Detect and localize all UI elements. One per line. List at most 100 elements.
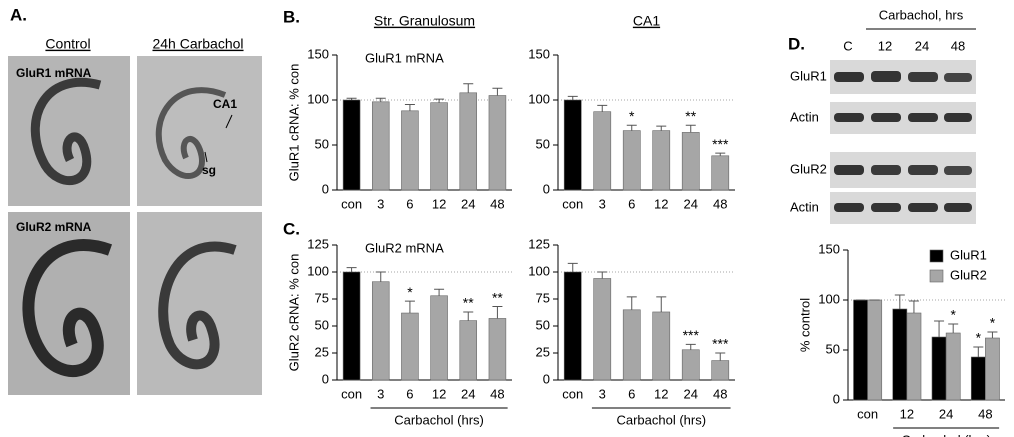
x-tick-label: 12 <box>654 196 668 211</box>
chart-title: CA1 <box>633 13 660 29</box>
bar <box>563 271 582 381</box>
x-tick-label: 48 <box>490 196 504 211</box>
x-tick-label: 3 <box>377 196 384 211</box>
x-tick-label: con <box>562 196 583 211</box>
error-bar <box>346 97 357 100</box>
blot-label: GluR1 <box>790 68 827 83</box>
bar <box>681 349 700 381</box>
y-tick-label: 0 <box>543 181 550 196</box>
bar <box>853 299 868 401</box>
error-bar <box>685 124 696 133</box>
bar <box>430 295 448 381</box>
error-bar <box>434 288 445 296</box>
error-bar <box>597 104 608 112</box>
significance: ** <box>685 108 696 124</box>
blot <box>830 60 976 224</box>
bar <box>401 110 419 191</box>
legend-label: GluR1 <box>950 247 987 262</box>
x-tick-label: 3 <box>599 386 606 401</box>
y-tick-label: 100 <box>818 291 840 306</box>
y-tick-label: 150 <box>818 241 840 256</box>
significance: *** <box>712 336 729 352</box>
bar <box>945 332 961 401</box>
error-bar <box>463 83 474 93</box>
error-bar <box>375 97 386 102</box>
x-tick-label: 48 <box>490 386 504 401</box>
x-tick-label: 24 <box>939 406 953 421</box>
x-tick-label: 24 <box>684 386 698 401</box>
bar <box>593 278 612 381</box>
significance: *** <box>712 136 729 152</box>
x-tick-label: 24 <box>684 196 698 211</box>
bar <box>652 311 671 381</box>
error-bar <box>948 323 959 333</box>
panel-letter: A. <box>10 5 27 24</box>
x-tick-label: 24 <box>461 196 475 211</box>
panel-letter: B. <box>283 7 300 26</box>
significance: ** <box>463 295 474 311</box>
x-tick-label: 24 <box>461 386 475 401</box>
panel-letter: D. <box>788 34 805 53</box>
x-tick-label: 3 <box>377 386 384 401</box>
bar <box>371 101 390 191</box>
x-tick-label: 6 <box>406 386 413 401</box>
error-bar <box>715 152 726 156</box>
error-bar <box>567 95 578 100</box>
y-axis-title: GluR1 cRNA: % con <box>286 64 301 182</box>
x-axis-title: Carbachol (hrs) <box>901 432 991 437</box>
autoradiograph <box>8 56 262 395</box>
significance: *** <box>683 327 700 343</box>
error-bar <box>567 262 578 272</box>
bar <box>985 337 1000 401</box>
x-tick-label: 48 <box>978 406 992 421</box>
error-bar <box>463 311 474 321</box>
bar <box>711 155 730 191</box>
y-tick-label: 100 <box>528 263 550 278</box>
error-bar <box>404 300 415 314</box>
error-bar <box>346 267 357 272</box>
y-tick-label: 100 <box>307 263 329 278</box>
error-bar <box>715 352 726 361</box>
x-tick-label: 12 <box>432 196 446 211</box>
x-tick-label: 6 <box>406 196 413 211</box>
y-tick-label: 150 <box>307 46 329 61</box>
bar <box>371 281 390 381</box>
bar <box>488 95 507 191</box>
bar <box>681 132 700 191</box>
y-tick-label: 75 <box>315 290 329 305</box>
bar <box>931 336 947 401</box>
blot-label: GluR2 <box>790 161 827 176</box>
x-tick-label: con <box>341 386 362 401</box>
significance: * <box>407 284 413 300</box>
y-tick-label: 25 <box>536 344 550 359</box>
bar <box>711 360 730 381</box>
bar <box>593 111 612 191</box>
x-tick-label: 6 <box>628 196 635 211</box>
y-tick-label: 100 <box>307 91 329 106</box>
significance: ** <box>492 289 503 305</box>
error-bar <box>656 125 667 131</box>
y-tick-label: 50 <box>536 317 550 332</box>
x-tick-label: 12 <box>654 386 668 401</box>
bar <box>430 102 448 191</box>
blot-label: Actin <box>790 199 819 214</box>
y-tick-label: 0 <box>322 181 329 196</box>
x-tick-label: 3 <box>599 196 606 211</box>
error-bar <box>626 124 637 131</box>
image-label: CA1 <box>213 97 237 111</box>
lane-label: 24 <box>915 38 929 53</box>
significance: * <box>629 108 635 124</box>
y-axis-title: GluR2 cRNA: % con <box>286 254 301 372</box>
x-tick-label: con <box>562 386 583 401</box>
error-bar <box>894 294 905 309</box>
bar <box>622 130 641 191</box>
lane-label: C <box>843 38 852 53</box>
bar <box>622 309 641 381</box>
x-tick-label: con <box>857 406 878 421</box>
y-tick-label: 25 <box>315 344 329 359</box>
error-bar <box>908 300 919 313</box>
bar <box>867 299 883 401</box>
lane-label: 48 <box>951 38 965 53</box>
y-tick-label: 150 <box>528 46 550 61</box>
